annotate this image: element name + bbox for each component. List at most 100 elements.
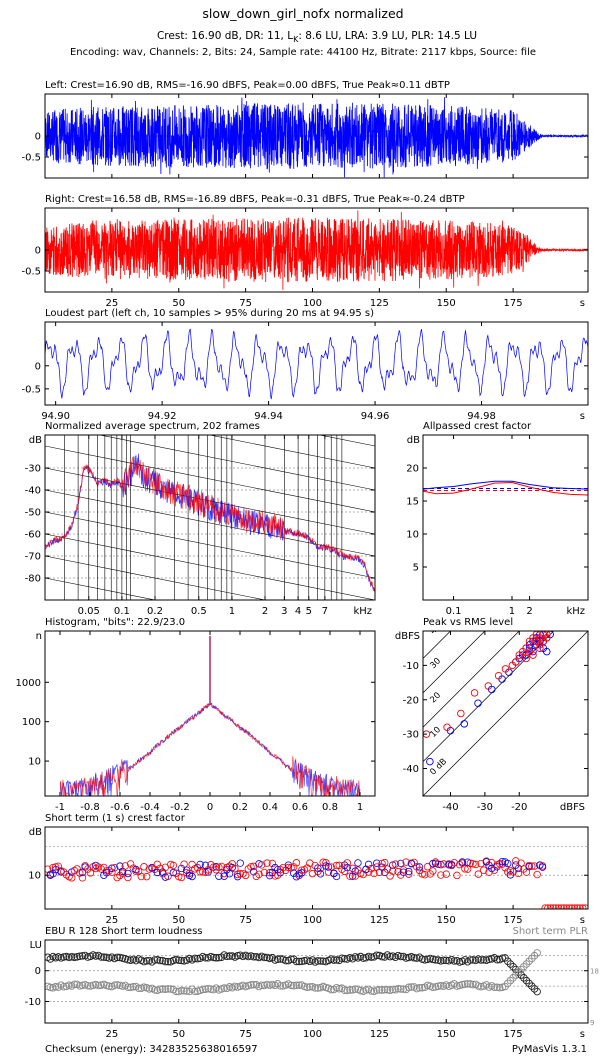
histogram-xtick-label: 0.6 [292, 802, 308, 813]
crest-point-right [199, 868, 207, 876]
crest-point-left [340, 861, 349, 869]
spectrum-slope-line [45, 467, 375, 535]
spectrum-slope-line [318, 435, 375, 447]
histogram-right-line [59, 703, 361, 796]
histogram-frame [44, 630, 376, 797]
plr-point [129, 983, 138, 991]
stats-line: Crest: 16.90 dB, DR: 11, LK: 8.6 LU, LRA… [157, 30, 477, 44]
loudness-point [466, 956, 475, 964]
crest-point-right [231, 864, 239, 873]
plr-point [89, 981, 97, 989]
left-waveform-frame [44, 93, 589, 179]
loudness-point [268, 953, 277, 962]
plr-point [482, 981, 491, 989]
crest-point-left [201, 861, 210, 870]
loudness-point [493, 955, 501, 964]
loudness-point [191, 954, 199, 963]
checksum-text: Checksum (energy): 34283525638016597 [45, 1044, 258, 1055]
short-term-loudness-ytick-label: -10 [25, 997, 41, 1008]
loudest-part-ytick-label: -0.5 [21, 384, 41, 395]
loudness-point [295, 957, 303, 966]
crest-point-left [354, 859, 362, 867]
allpassed-crest-frame [422, 434, 589, 601]
histogram-xtick-label: -1 [55, 802, 65, 813]
crest-point-right [437, 871, 445, 879]
histogram-xtick-label: 0.8 [322, 802, 338, 813]
crest-point-right [549, 904, 557, 909]
plr-point [429, 983, 437, 992]
crest-point-right [581, 904, 588, 909]
loudness-point [429, 955, 437, 964]
average-spectrum-ytick-label: -80 [25, 574, 41, 585]
plr-point [199, 985, 207, 994]
crest-point-right [108, 868, 116, 876]
crest-point-right [554, 904, 563, 909]
loudest-part-xtick-label: 94.92 [148, 411, 177, 422]
average-spectrum-ytick-label: -40 [25, 486, 41, 497]
crest-point-right [255, 870, 263, 878]
average-spectrum-xtick-label: 4 [295, 606, 301, 617]
crest-point-right [327, 863, 335, 871]
plr-point [102, 981, 111, 990]
loudness-point [298, 957, 306, 966]
plr-point [185, 987, 194, 996]
crest-point-left [405, 867, 413, 876]
crest-point-right [265, 869, 274, 877]
loudness-point [530, 985, 539, 993]
left-waveform-line [45, 97, 588, 178]
crest-point-left [332, 872, 341, 881]
plr-point [356, 986, 365, 995]
crest-point-right [488, 859, 496, 867]
loudness-point [421, 956, 429, 964]
crest-point-right [429, 867, 437, 875]
plr-point [311, 984, 319, 992]
loudness-point [223, 952, 231, 961]
plr-point [405, 983, 413, 992]
plr-point [247, 981, 255, 989]
average-spectrum-panel: Normalized average spectrum, 202 framesd… [25, 358, 376, 617]
plr-point [509, 974, 517, 982]
loudness-point [402, 954, 410, 962]
plr-point [287, 981, 295, 990]
version-text: PyMasVis 1.3.1 [512, 1044, 587, 1055]
crest-point-left [153, 868, 162, 877]
crest-point-right [399, 866, 408, 874]
loudness-point [386, 952, 394, 961]
plr-point [105, 982, 113, 990]
loudness-point [100, 953, 108, 961]
right-waveform-line [45, 210, 588, 290]
diagonal-label: 0 dB [428, 757, 449, 778]
plr-point [204, 984, 212, 993]
histogram-plot-area [59, 635, 361, 796]
histogram-xtick-label: 1 [357, 802, 363, 813]
plr-point [124, 983, 132, 991]
crest-point-right [568, 904, 576, 909]
allpassed-crest-ytick-label: 5 [413, 563, 419, 574]
crest-point-right [546, 904, 555, 909]
loudness-point [300, 956, 309, 965]
plr-point [46, 983, 55, 992]
right-waveform-panel: Right: Crest=16.58 dB, RMS=-16.89 dBFS, … [21, 194, 589, 309]
spectrum-slope-line [45, 555, 267, 600]
crest-point-right [434, 860, 442, 868]
crest-point-right [217, 862, 226, 871]
short-term-loudness-ylabel: LU [30, 940, 42, 951]
crest-point-right [124, 873, 132, 882]
loudest-part-xtick-label: 94.98 [467, 411, 496, 422]
crest-point-right [479, 866, 488, 874]
plr-point [397, 985, 405, 993]
plr-point [276, 982, 285, 990]
peak-vs-rms-frame [422, 630, 589, 797]
plr-point [378, 986, 386, 994]
page-title: slow_down_girl_nofx normalized [202, 6, 403, 21]
crest-point-right [439, 860, 448, 868]
loudness-point [437, 957, 445, 965]
short-term-crest-ylabel: dB [29, 827, 42, 838]
spectrum-slope-line [45, 358, 375, 424]
loudness-point [73, 953, 81, 961]
loudness-point [359, 954, 368, 962]
crest-point-right [402, 858, 410, 866]
plr-point [469, 980, 477, 989]
plr-point [76, 982, 84, 990]
